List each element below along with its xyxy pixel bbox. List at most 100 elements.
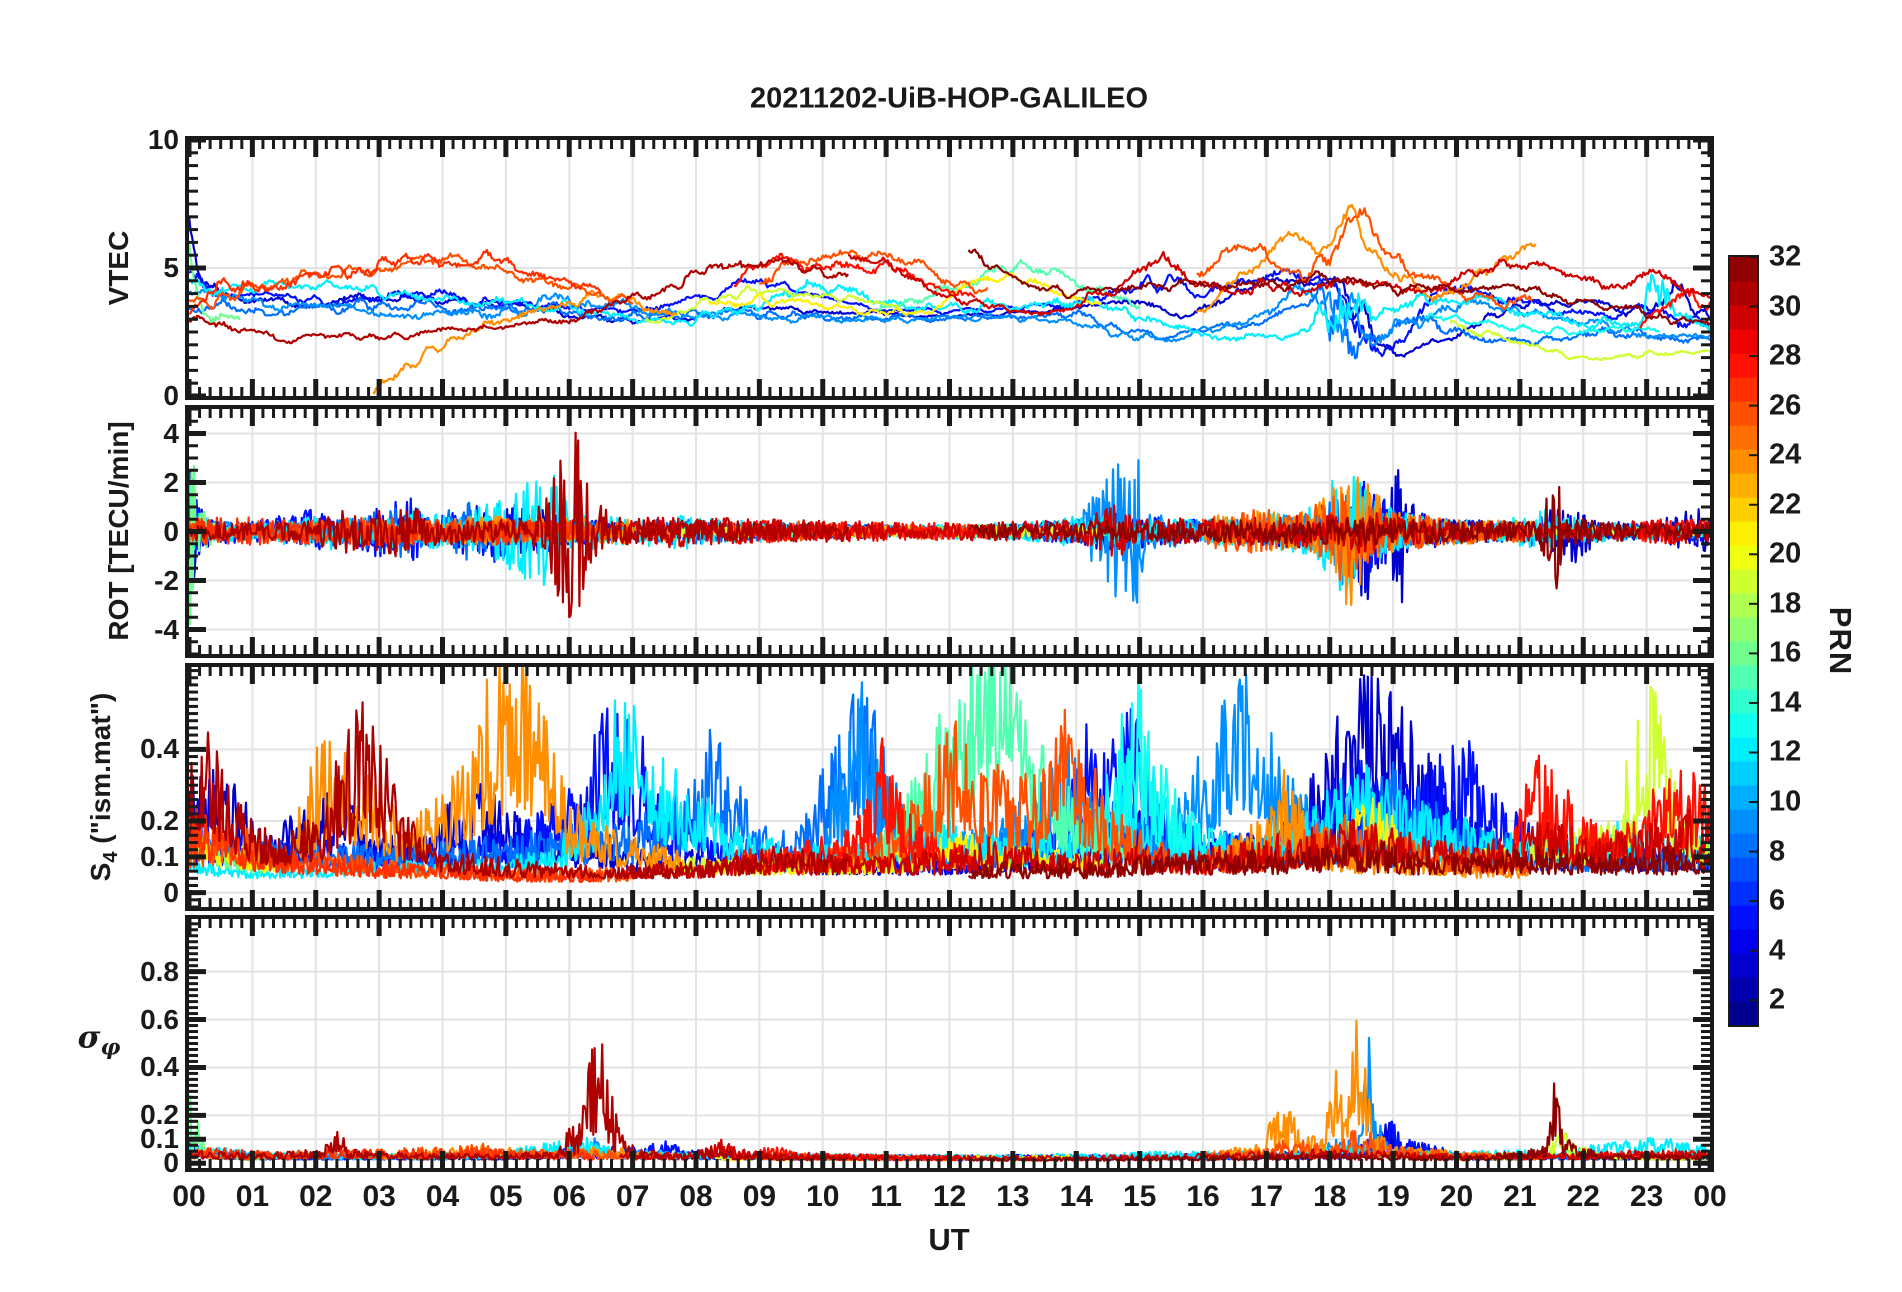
series-prn-13 [1094,681,1217,866]
colorbar-band-prn-21 [1730,521,1757,546]
colorbar-tick-label: 10 [1769,785,1802,818]
colorbar-tick-label: 22 [1769,488,1802,521]
colorbar [1728,255,1759,1027]
panel-sigma-phi [185,915,1714,1172]
series-prn-32 [967,839,1710,880]
y-tick-label: 0.6 [140,1003,179,1035]
colorbar-band-prn-3 [1730,953,1757,978]
colorbar-band-prn-13 [1730,713,1757,738]
series-prn-32 [967,248,1710,326]
colorbar-tick-label: 14 [1769,686,1802,719]
y-tick-label: 0.4 [140,733,179,765]
series-prn-28 [1639,288,1710,329]
x-tick-label: 07 [615,1180,650,1213]
colorbar-band-prn-4 [1730,929,1757,954]
series-prn-27 [189,804,602,883]
colorbar-band-prn-12 [1730,737,1757,762]
x-tick-label: 18 [1313,1180,1347,1213]
colorbar-tick-label: 28 [1769,339,1802,372]
series-prn-24 [1196,203,1537,314]
x-tick-label: 04 [425,1180,460,1213]
colorbar-band-prn-17 [1730,617,1757,642]
colorbar-tick-label: 6 [1769,884,1786,917]
y-tick-label: 4 [163,417,179,449]
panel-canvas-2 [185,663,1714,911]
y-tick-label: 2 [163,466,179,498]
colorbar-band-prn-5 [1730,905,1757,930]
x-tick-label: 06 [552,1180,586,1213]
x-axis-label: UT [928,1222,970,1257]
colorbar-band-prn-7 [1730,857,1757,882]
series-prn-24 [295,667,685,874]
y-axis-label-sigma-sub: φ [100,1034,121,1061]
x-tick-label: 20 [1439,1180,1474,1213]
x-tick-label: 22 [1566,1180,1600,1213]
colorbar-band-prn-31 [1730,281,1757,306]
series-prn-27 [189,248,602,315]
y-tick-label: 0 [163,380,179,411]
colorbar-band-prn-24 [1730,449,1757,474]
x-tick-label: 02 [299,1180,333,1213]
x-tick-label: 17 [1249,1180,1284,1213]
colorbar-band-prn-27 [1730,377,1757,402]
y-tick-label: 10 [147,124,179,155]
panel-vtec [185,136,1714,400]
colorbar-band-prn-1 [1730,1001,1757,1026]
colorbar-band-prn-22 [1730,497,1757,522]
colorbar-tick-label: 2 [1769,983,1786,1016]
panel-rot [185,405,1714,658]
x-tick-label: 00 [1693,1180,1727,1213]
x-tick-label: 09 [742,1180,777,1213]
x-tick-label: 08 [679,1180,713,1213]
x-tick-label: 14 [1059,1180,1093,1213]
series-prn-31 [189,431,850,619]
colorbar-tick-label: 16 [1769,636,1802,669]
y-tick-label: 5 [163,252,179,283]
series-prn-31 [189,257,850,345]
colorbar-band-prn-9 [1730,809,1757,834]
colorbar-band-prn-30 [1730,305,1757,330]
colorbar-tick-label: 8 [1769,835,1786,868]
colorbar-band-prn-28 [1730,353,1757,378]
x-tick-label: 16 [1186,1180,1220,1213]
y-tick-label: 0.1 [140,840,179,872]
x-tick-label: 05 [489,1180,523,1213]
series-prn-9 [189,283,1710,347]
colorbar-band-prn-32 [1730,257,1757,282]
x-tick-label: 15 [1122,1180,1157,1213]
colorbar-title: PRN [1823,606,1858,676]
colorbar-tick-label: 20 [1769,537,1802,570]
series-prn-26 [1196,207,1533,310]
colorbar-tick-label: 26 [1769,389,1802,422]
x-tick-label: 03 [362,1180,396,1213]
y-tick-label: 0.2 [140,805,179,837]
colorbar-tick-label: 24 [1769,438,1802,471]
y-tick-label: 0.1 [140,1123,179,1155]
colorbar-band-prn-23 [1730,473,1757,498]
series-prn-26 [758,249,989,295]
colorbar-band-prn-15 [1730,665,1757,690]
y-tick-label: -4 [154,613,179,645]
colorbar-canvas [1728,255,1759,1027]
x-tick-label: 11 [870,1180,902,1213]
series-prn-28 [733,252,976,299]
panel-canvas-3 [185,915,1714,1172]
y-tick-label: 0 [163,876,179,908]
x-tick-label: 23 [1629,1180,1664,1213]
colorbar-band-prn-11 [1730,761,1757,786]
y-tick-label: 0 [163,1147,179,1179]
panel-canvas-0 [185,136,1714,400]
x-tick-label: 13 [996,1180,1030,1213]
y-tick-label: 0 [163,515,179,547]
y-axis-label-sigma-main: σ [77,1019,101,1056]
colorbar-tick-label: 18 [1769,587,1802,620]
colorbar-tick-label: 12 [1769,735,1802,768]
colorbar-band-prn-29 [1730,329,1757,354]
colorbar-band-prn-20 [1730,545,1757,570]
colorbar-band-prn-10 [1730,785,1757,810]
y-axis-label-sigma-phi: σφ [78,1019,121,1060]
x-tick-label: 12 [932,1180,967,1213]
series-prn-13 [1424,312,1660,336]
x-tick-label: 01 [235,1180,270,1213]
